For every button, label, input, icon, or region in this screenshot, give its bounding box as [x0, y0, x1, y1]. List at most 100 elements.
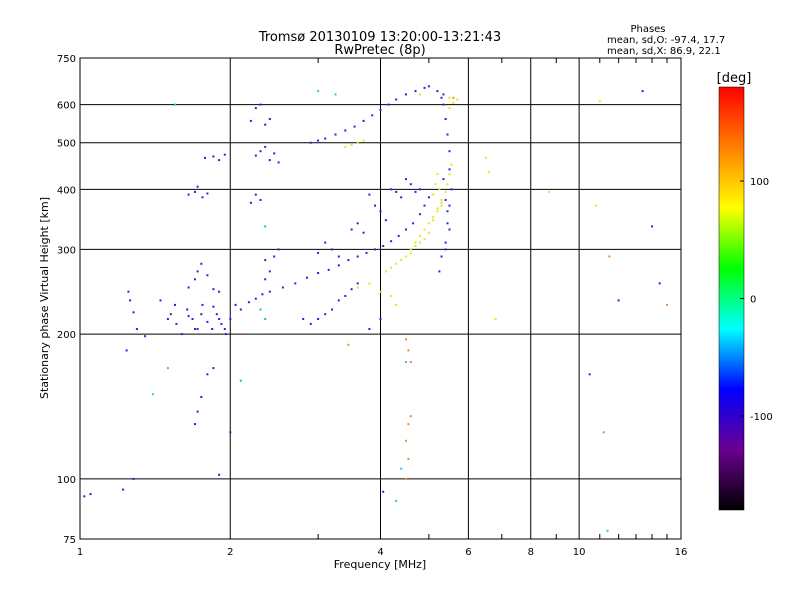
data-point — [407, 423, 410, 426]
data-point — [135, 328, 138, 330]
data-point — [204, 156, 206, 159]
data-point — [309, 322, 312, 325]
data-point — [617, 299, 620, 302]
data-point — [356, 141, 359, 144]
data-point — [194, 278, 196, 281]
data-point — [356, 222, 359, 225]
data-point — [365, 251, 368, 254]
data-point — [196, 328, 199, 330]
data-point — [379, 108, 382, 111]
data-point — [347, 259, 350, 262]
data-point — [397, 234, 400, 237]
data-point — [409, 415, 412, 418]
data-point — [405, 255, 407, 258]
data-point — [294, 282, 297, 285]
data-point — [409, 183, 412, 186]
data-point — [405, 439, 407, 442]
data-point — [264, 259, 267, 262]
data-point — [344, 145, 347, 148]
data-point — [259, 199, 262, 201]
data-point — [324, 313, 327, 316]
data-point — [261, 293, 264, 296]
data-point — [264, 278, 267, 281]
data-point — [324, 137, 327, 140]
data-point — [239, 308, 242, 311]
y-tick-label: 500 — [57, 139, 76, 150]
x-tick-label: 6 — [465, 547, 471, 558]
data-point — [187, 286, 190, 289]
data-point — [174, 303, 176, 306]
data-point — [212, 305, 215, 308]
y-tick-label: 400 — [57, 185, 76, 196]
data-point — [169, 313, 172, 316]
data-point — [446, 210, 449, 213]
data-point — [317, 272, 320, 274]
data-point — [427, 231, 430, 234]
data-point — [594, 204, 597, 207]
data-point — [432, 193, 435, 196]
data-point — [353, 125, 356, 128]
colorbar — [718, 86, 745, 511]
data-point — [438, 188, 441, 191]
data-point — [132, 311, 135, 314]
data-point — [641, 90, 644, 93]
data-point — [651, 225, 654, 228]
data-point — [419, 241, 421, 244]
data-point — [264, 145, 267, 148]
data-point — [234, 303, 237, 306]
data-point — [254, 297, 257, 300]
data-point — [83, 495, 86, 498]
colorbar-tick-label: 0 — [750, 295, 756, 306]
data-point — [254, 193, 257, 196]
data-point — [390, 240, 393, 243]
data-point — [414, 190, 417, 193]
data-point — [387, 103, 390, 106]
data-point — [423, 238, 426, 241]
data-point — [223, 153, 226, 156]
data-point — [440, 96, 443, 99]
data-point — [247, 301, 250, 304]
data-point — [419, 213, 421, 216]
data-point — [446, 183, 449, 186]
data-point — [390, 295, 393, 297]
colorbar-tick-label: 100 — [750, 177, 769, 188]
data-point — [201, 196, 204, 199]
data-point — [409, 251, 412, 254]
chart-subtitle: RwPretec (8p) — [334, 43, 425, 58]
data-point — [440, 201, 443, 204]
data-point — [89, 493, 92, 496]
data-point — [379, 318, 382, 320]
data-point — [390, 188, 393, 191]
data-point — [395, 98, 398, 101]
data-point — [196, 410, 199, 413]
data-point — [400, 259, 403, 262]
y-tick-label: 100 — [57, 475, 76, 486]
data-point — [200, 313, 203, 316]
data-point — [412, 222, 415, 225]
data-point — [419, 93, 421, 96]
data-point — [206, 274, 209, 277]
data-point — [405, 361, 407, 363]
data-point — [407, 458, 410, 460]
data-point — [191, 318, 194, 320]
grid-lines — [80, 58, 681, 539]
data-point — [444, 199, 447, 201]
data-point — [215, 313, 218, 316]
data-point — [317, 318, 320, 320]
data-point — [356, 282, 359, 285]
data-point — [200, 396, 203, 398]
data-point — [268, 270, 271, 273]
data-point — [419, 188, 421, 191]
data-point — [452, 101, 455, 104]
data-point — [440, 255, 443, 258]
data-point — [264, 225, 267, 228]
data-point — [414, 90, 417, 93]
data-point — [484, 156, 487, 159]
data-point — [223, 328, 226, 330]
x-tick-label: 16 — [675, 547, 688, 558]
data-point — [337, 255, 340, 258]
data-point — [395, 499, 398, 502]
data-point — [407, 349, 410, 352]
chart-title: Tromsø 20130109 13:20:00-13:21:43 — [258, 30, 501, 45]
data-point — [362, 139, 365, 142]
